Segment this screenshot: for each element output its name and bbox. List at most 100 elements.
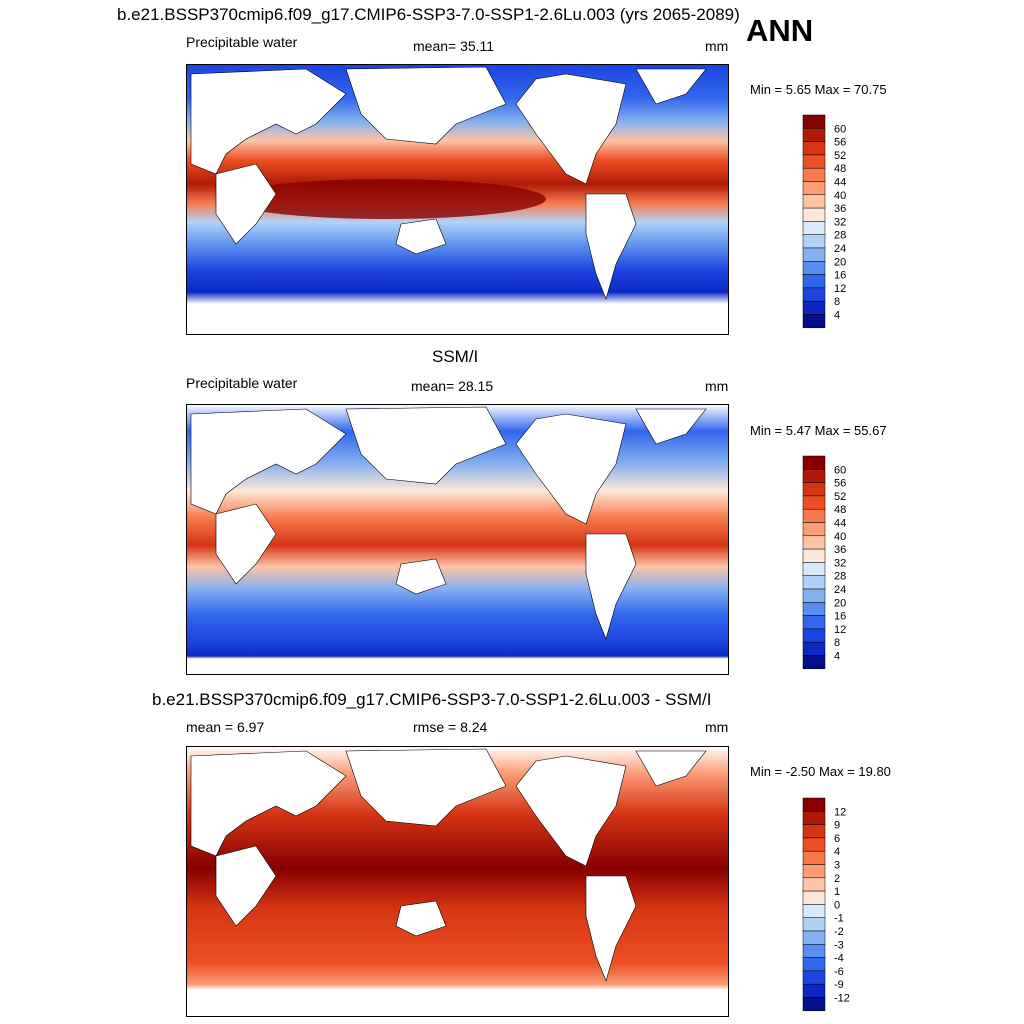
colorbar-label: 8 xyxy=(834,296,840,308)
panel1-minmax: Min = 5.65 Max = 70.75 xyxy=(750,82,887,97)
colorbar-swatch xyxy=(802,167,826,182)
panel1-title: b.e21.BSSP370cmip6.f09_g17.CMIP6-SSP3-7.… xyxy=(117,5,740,24)
colorbar-swatch xyxy=(802,261,826,275)
colorbar-label: 4 xyxy=(834,846,840,858)
colorbar-label: 52 xyxy=(834,150,846,162)
panel1-units-label: mm xyxy=(705,38,729,54)
colorbar-label: -3 xyxy=(834,939,844,951)
colorbar-swatch xyxy=(802,455,826,470)
colorbar-swatch xyxy=(802,983,826,998)
colorbar-swatch xyxy=(802,811,826,825)
colorbar-swatch xyxy=(802,154,826,169)
colorbar-swatch xyxy=(802,141,826,156)
colorbar-swatch xyxy=(802,274,826,289)
panel2-units-label: mm xyxy=(705,378,729,394)
colorbar-swatch xyxy=(802,482,826,497)
colorbar-label: 16 xyxy=(834,270,846,282)
colorbar-swatch xyxy=(802,207,826,222)
colorbar-label: 2 xyxy=(834,873,840,885)
colorbar-label: 6 xyxy=(834,833,840,845)
panel1-mean-label: mean= 35.11 xyxy=(413,38,495,54)
panel3-rmse-label: rmse = 8.24 xyxy=(413,719,488,735)
colorbar-swatch xyxy=(802,944,826,958)
colorbar-label: 8 xyxy=(834,637,840,649)
colorbar-label: 28 xyxy=(834,571,846,583)
colorbar-swatch xyxy=(802,930,826,945)
colorbar-label: 28 xyxy=(834,230,846,242)
colorbar-swatch xyxy=(802,495,826,510)
panel3-minmax: Min = -2.50 Max = 19.80 xyxy=(750,764,891,779)
colorbar-label: -4 xyxy=(834,953,844,965)
colorbar-label: 52 xyxy=(834,491,846,503)
colorbar-swatch xyxy=(802,128,826,142)
season-label: ANN xyxy=(746,13,814,48)
colorbar-label: 0 xyxy=(834,899,840,911)
panel3-units-label: mm xyxy=(705,719,729,735)
colorbar-swatch xyxy=(802,997,826,1012)
colorbar-swatch xyxy=(802,221,826,235)
colorbar-swatch xyxy=(802,615,826,630)
panel1-variable-label: Precipitable water xyxy=(186,34,298,50)
colorbar-label: -1 xyxy=(834,913,844,925)
colorbar-swatch xyxy=(802,824,826,839)
panel3-title: b.e21.BSSP370cmip6.f09_g17.CMIP6-SSP3-7.… xyxy=(152,690,712,709)
panel2-map xyxy=(186,404,729,675)
colorbar-label: 56 xyxy=(834,137,846,149)
colorbar-swatch xyxy=(802,890,826,905)
colorbar-swatch xyxy=(802,508,826,523)
colorbar-label: 48 xyxy=(834,163,846,175)
colorbar-label: 36 xyxy=(834,203,846,215)
colorbar-swatch xyxy=(802,628,826,643)
colorbar-swatch xyxy=(802,114,826,129)
colorbar-label: 40 xyxy=(834,190,846,202)
colorbar-label: 16 xyxy=(834,611,846,623)
colorbar-label: -6 xyxy=(834,966,844,978)
panel3-continents xyxy=(190,748,707,982)
colorbar-label: 32 xyxy=(834,557,846,569)
colorbar-label: 40 xyxy=(834,531,846,543)
colorbar-swatch xyxy=(802,970,826,985)
colorbar-label: 12 xyxy=(834,283,846,295)
colorbar-swatch xyxy=(802,641,826,656)
panel2-minmax: Min = 5.47 Max = 55.67 xyxy=(750,423,887,438)
panel1-continents xyxy=(190,66,707,300)
colorbar-swatch xyxy=(802,917,826,932)
panel2-title: SSM/I xyxy=(432,347,479,366)
panel1-map xyxy=(186,64,729,335)
colorbar-swatch xyxy=(802,655,826,670)
colorbar-label: 12 xyxy=(834,624,846,636)
panel3-mean-label: mean = 6.97 xyxy=(186,719,265,735)
colorbar-swatch xyxy=(802,877,826,892)
colorbar-swatch xyxy=(802,548,826,563)
colorbar-label: 44 xyxy=(834,518,846,530)
colorbar-label: 32 xyxy=(834,216,846,228)
colorbar-label: 3 xyxy=(834,860,840,872)
panel2-variable-label: Precipitable water xyxy=(186,375,298,391)
colorbar-label: -9 xyxy=(834,979,844,991)
colorbar-swatch xyxy=(802,602,826,616)
colorbar-swatch xyxy=(802,904,826,918)
colorbar-label: -2 xyxy=(834,926,844,938)
colorbar-swatch xyxy=(802,535,826,550)
colorbar-label: 48 xyxy=(834,504,846,516)
colorbar-label: 4 xyxy=(834,651,840,663)
panel3-map xyxy=(186,746,729,1017)
colorbar-swatch xyxy=(802,797,826,812)
colorbar-swatch xyxy=(802,575,826,590)
colorbar-label: 24 xyxy=(834,243,846,255)
colorbar-label: 60 xyxy=(834,123,846,135)
colorbar-swatch xyxy=(802,234,826,249)
colorbar-label: 56 xyxy=(834,478,846,490)
colorbar-label: 20 xyxy=(834,256,846,268)
colorbar-swatch xyxy=(802,850,826,865)
colorbar-label: 60 xyxy=(834,464,846,476)
colorbar-swatch xyxy=(802,181,826,196)
colorbar-label: 20 xyxy=(834,597,846,609)
colorbar-swatch xyxy=(802,562,826,576)
colorbar-swatch xyxy=(802,287,826,302)
colorbar-label: 9 xyxy=(834,820,840,832)
colorbar-swatch xyxy=(802,864,826,879)
